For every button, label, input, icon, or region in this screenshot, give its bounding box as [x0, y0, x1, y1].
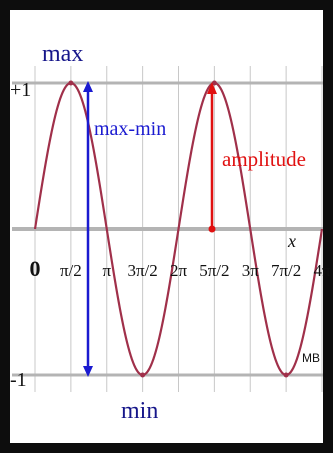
x-axis-label: x — [287, 231, 296, 251]
amplitude-arrow-head — [207, 82, 217, 94]
max-min-arrow — [83, 81, 93, 377]
x-tick-label-6: 3π — [242, 261, 260, 280]
reference-lines — [12, 81, 323, 377]
x-tick-label-1: π/2 — [60, 261, 82, 280]
max-label: max — [42, 41, 83, 67]
x-tick-label-5: 5π/2 — [199, 261, 229, 280]
amplitude-arrow-tail — [208, 225, 216, 233]
x-tick-labels: 0 π/2 π 3π/2 2π 5π/2 3π 7π/2 4π — [30, 256, 331, 281]
min-label: min — [121, 398, 158, 424]
max-min-label: max-min — [94, 118, 166, 140]
max-min-arrow-head-up — [83, 81, 93, 92]
amplitude-label: amplitude — [222, 147, 306, 171]
peak-markers — [68, 80, 289, 378]
extremum-point-2 — [140, 372, 146, 378]
x-tick-label-8: 4π — [313, 261, 331, 280]
x-tick-label-0: 0 — [30, 256, 41, 281]
x-tick-label-7: 7π/2 — [271, 261, 301, 280]
extremum-point-0 — [68, 80, 74, 86]
x-tick-label-2: π — [102, 261, 111, 280]
annotation-arrows — [83, 81, 217, 377]
sine-curve — [33, 81, 324, 377]
x-tick-label-3: 3π/2 — [127, 261, 157, 280]
credit-label: MB — [302, 351, 320, 365]
y-tick-label-max: +1 — [10, 79, 31, 101]
amplitude-arrow — [207, 82, 217, 233]
extremum-point-3 — [283, 372, 289, 378]
x-tick-label-4: 2π — [170, 261, 188, 280]
extremum-point-1 — [211, 80, 217, 86]
max-min-arrow-head-down — [83, 366, 93, 377]
y-tick-label-min: -1 — [10, 369, 27, 391]
